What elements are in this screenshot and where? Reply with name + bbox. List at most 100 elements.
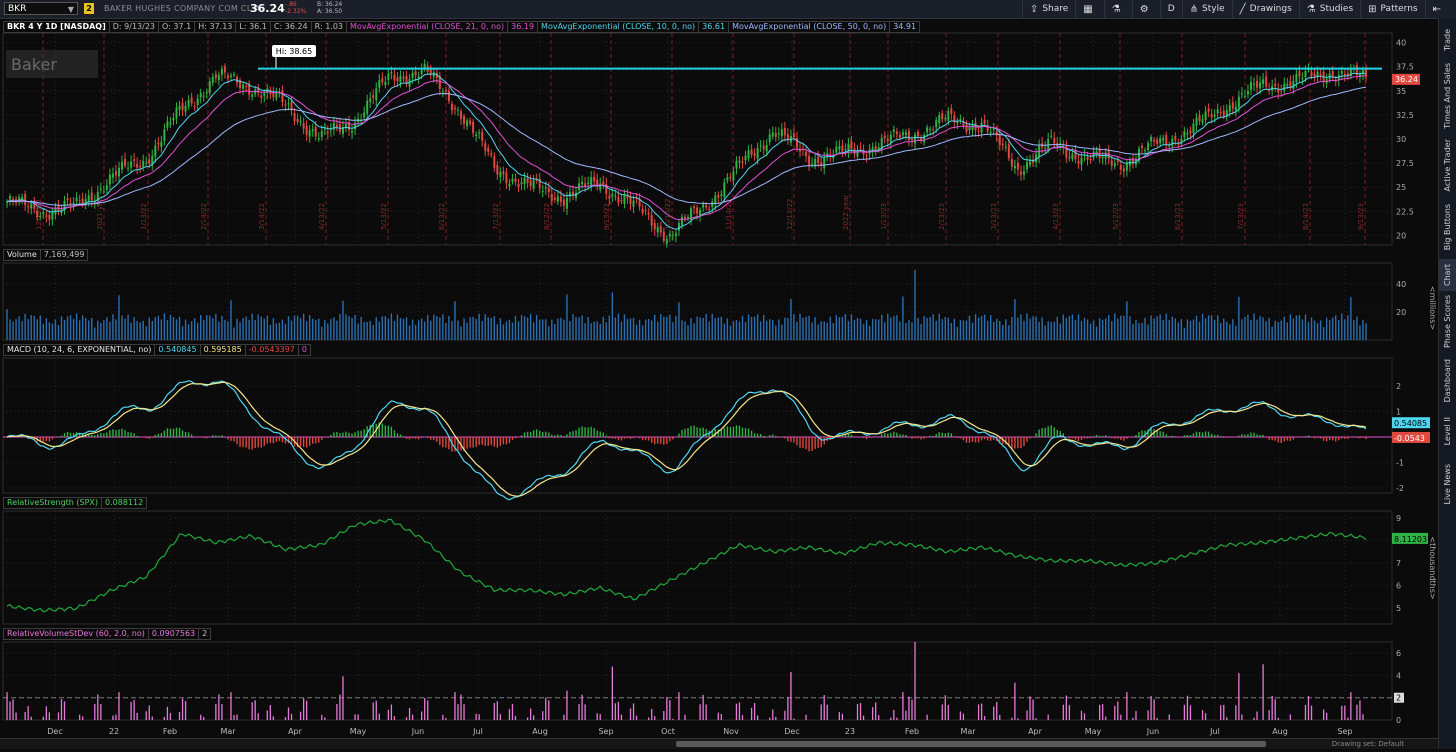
last-price: 36.24: [250, 2, 285, 15]
candle-body: [99, 188, 102, 190]
rs-value: 0.088112: [101, 497, 148, 509]
symbol-input[interactable]: BKR ▼: [4, 2, 78, 15]
ema-10-line: [6, 72, 1367, 230]
candle-body: [944, 118, 947, 120]
chevron-down-icon[interactable]: ▼: [67, 5, 74, 14]
candle-body: [51, 212, 54, 220]
flask-button[interactable]: ⚗: [1103, 0, 1132, 18]
candle-body: [323, 129, 326, 131]
candle-body: [1022, 171, 1025, 175]
grid-button[interactable]: ▦: [1075, 0, 1103, 18]
share-button[interactable]: ⇪ Share: [1021, 0, 1075, 18]
grid-icon: ▦: [1083, 3, 1093, 15]
candle-body: [1259, 82, 1262, 89]
candle-body: [1301, 78, 1304, 80]
ema-21-line: [6, 75, 1366, 221]
ema10-label[interactable]: MovAvgExponential (CLOSE, 10, 0, no): [537, 21, 700, 33]
settings-button[interactable]: ⚙: [1131, 0, 1160, 18]
candle-body: [1210, 114, 1213, 118]
collapse-button[interactable]: ⇤: [1424, 0, 1452, 18]
candle-body: [411, 72, 414, 79]
candle-body: [702, 204, 705, 208]
tab-live-news[interactable]: Live News: [1439, 454, 1456, 514]
candle-body: [795, 138, 798, 148]
candle-body: [683, 216, 686, 220]
rv-tick: 6: [1396, 649, 1401, 658]
bid-value: B: 36.24: [317, 1, 343, 8]
drawings-button[interactable]: ╱ Drawings: [1231, 0, 1299, 18]
candle-body: [1144, 150, 1147, 152]
candle-body: [774, 132, 777, 137]
candle-body: [351, 130, 354, 133]
chart-area[interactable]: 12/13/21 2021 year 1/13/22 2/14/22 3/14/22 4/…: [0, 18, 1438, 749]
candle-body: [1192, 123, 1195, 134]
candle-body: [384, 82, 387, 86]
candle-body: [1246, 90, 1249, 95]
candle-body: [838, 146, 841, 150]
ema50-label[interactable]: MovAvgExponential (CLOSE, 50, 0, no): [728, 21, 891, 33]
link-group-badge[interactable]: 2: [84, 3, 94, 14]
tab-chart[interactable]: Chart: [1439, 259, 1456, 291]
style-button[interactable]: ⋔ Style: [1181, 0, 1232, 18]
interval-button[interactable]: D: [1159, 0, 1182, 18]
candle-body: [463, 116, 466, 124]
candle-body: [820, 162, 823, 166]
candle-body: [668, 233, 671, 237]
ema21-label[interactable]: MovAvgExponential (CLOSE, 21, 0, no): [346, 21, 509, 33]
candle-body: [650, 215, 653, 226]
candle-body: [121, 161, 124, 170]
tab-trade[interactable]: Trade: [1439, 20, 1456, 60]
candle-body: [341, 127, 344, 134]
candle-body: [1280, 90, 1283, 92]
date-label: 6/13/23: [1174, 203, 1182, 230]
x-axis-label: Mar: [220, 727, 236, 736]
tab-level-ii[interactable]: Level II: [1439, 411, 1456, 451]
candle-body: [941, 113, 944, 120]
candle-body: [405, 76, 408, 85]
candle-body: [1256, 80, 1259, 88]
candle-body: [305, 125, 308, 135]
candle-body: [711, 201, 714, 208]
date-label: 7/13/22: [492, 203, 500, 230]
rv-title[interactable]: RelativeVolumeStDev (60, 2.0, no): [3, 628, 149, 640]
tab-dashboard[interactable]: Dashboard: [1439, 353, 1456, 408]
studies-button[interactable]: ⚗ Studies: [1298, 0, 1360, 18]
symbol-value: BKR: [8, 4, 27, 14]
candle-body: [1168, 145, 1171, 147]
candle-body: [1137, 148, 1140, 161]
macd-title[interactable]: MACD (10, 24, 6, EXPONENTIAL, no): [3, 344, 156, 356]
candle-body: [1131, 157, 1134, 164]
collapse-icon: ⇤: [1432, 3, 1441, 15]
rs-title[interactable]: RelativeStrength (SPX): [3, 497, 103, 509]
tab-phase-scores[interactable]: Phase Scores: [1439, 294, 1456, 350]
tab-active-trader[interactable]: Active Trader: [1439, 134, 1456, 196]
time-scrollbar[interactable]: Drawing set: Default: [0, 738, 1438, 749]
candle-body: [217, 74, 220, 81]
candle-body: [898, 134, 901, 138]
date-label: 12/13/21: [35, 199, 43, 230]
drawing-set-label: Drawing set: Default: [1331, 740, 1404, 748]
candle-body: [1019, 171, 1022, 175]
candle-body: [532, 180, 535, 189]
scroll-thumb[interactable]: [676, 741, 1266, 747]
candle-body: [1180, 138, 1183, 145]
candle-body: [895, 131, 898, 135]
volume-title[interactable]: Volume: [3, 249, 41, 261]
candle-body: [257, 87, 260, 93]
tab-big-buttons[interactable]: Big Buttons: [1439, 198, 1456, 256]
candle-body: [81, 198, 84, 205]
date-label: 5/12/23: [1112, 203, 1120, 230]
candle-body: [396, 77, 399, 82]
candle-body: [1071, 153, 1074, 160]
candle-body: [145, 162, 148, 164]
macd-tag-text: 0.54085: [1394, 419, 1427, 428]
rv-value-2: 2: [198, 628, 212, 640]
candle-body: [608, 196, 611, 199]
chart-canvas[interactable]: 12/13/21 2021 year 1/13/22 2/14/22 3/14/22 4/…: [0, 18, 1438, 749]
candle-body: [196, 98, 199, 105]
tab-times-and-sales[interactable]: Times And Sales: [1439, 62, 1456, 130]
panel-frame-rv: [2, 641, 1393, 721]
macd-diff-tag: [1392, 431, 1430, 443]
x-axis-label: Apr: [1028, 727, 1043, 736]
patterns-button[interactable]: ⊞ Patterns: [1360, 0, 1424, 18]
